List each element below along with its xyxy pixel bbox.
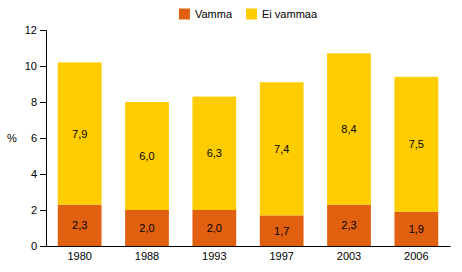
data-label: 2,0 [139,222,154,234]
y-tick: 12 [25,24,46,36]
x-tick-label: 1997 [269,250,293,262]
legend-swatch [246,9,257,20]
y-tick-mark [40,210,46,211]
y-tick-mark [40,246,46,247]
legend-item: Vamma [179,8,233,20]
legend: Vamma Ei vammaa [179,8,318,20]
y-tick-label: 2 [31,204,37,216]
bar [260,215,304,246]
data-label: 7,5 [409,138,424,150]
y-tick-label: 0 [31,240,37,252]
x-tick-label: 2006 [404,250,428,262]
x-tick-label: 1993 [202,250,226,262]
bar [58,205,102,246]
legend-item: Ei vammaa [246,8,318,20]
y-tick-mark [40,174,46,175]
x-tick-label: 1980 [67,250,91,262]
y-tick-mark [40,66,46,67]
x-axis: 1980 1988 1993 1997 2003 2006 [47,247,451,262]
data-label: 6,0 [139,150,154,162]
y-tick: 8 [31,96,46,108]
y-tick-label: 12 [25,24,37,36]
bar [192,97,236,210]
y-tick: 2 [31,204,46,216]
data-label: 6,3 [207,147,222,159]
y-axis: 0 2 4 6 8 10 12 [25,24,47,252]
x-tick: 1988 [135,250,159,262]
x-tick: 1980 [67,250,91,262]
x-tick: 1997 [269,250,293,262]
y-tick: 0 [31,240,46,252]
data-label: 7,9 [72,128,87,140]
bar [394,77,438,212]
bars [58,53,438,246]
bar [192,210,236,246]
y-axis-label: % [7,132,17,144]
data-label: 2,3 [72,219,87,231]
y-tick: 4 [31,168,46,180]
y-tick-label: 8 [31,96,37,108]
legend-label: Vamma [195,8,233,20]
data-label: 8,4 [341,123,356,135]
x-axis-line [47,246,451,247]
chart-container: 2,3 2,0 2,0 1,7 2,3 1,9 7,9 6,0 6,3 7,4 8,4 7,5 1980… [0,0,462,272]
legend-label: Ei vammaa [262,8,318,20]
bar [260,82,304,215]
legend-swatch [179,9,190,20]
y-tick-label: 10 [25,60,37,72]
y-tick: 10 [25,60,46,72]
y-tick-mark [40,30,46,31]
x-tick: 2003 [337,250,361,262]
y-tick-label: 6 [31,132,37,144]
y-tick-mark [40,138,46,139]
data-label: 2,3 [341,219,356,231]
y-tick-label: 4 [31,168,37,180]
y-tick: 6 [31,132,46,144]
x-tick: 1993 [202,250,226,262]
chart: 2,3 2,0 2,0 1,7 2,3 1,9 7,9 6,0 6,3 7,4 8,4 7,5 1980… [0,0,462,272]
x-tick: 2006 [404,250,428,262]
data-label: 7,4 [274,143,289,155]
y-tick-mark [40,102,46,103]
data-labels: 2,3 2,0 2,0 1,7 2,3 1,9 7,9 6,0 6,3 7,4 8,4 7,5 [72,123,424,237]
bar [327,53,371,204]
bar [125,102,169,210]
bar [327,205,371,246]
data-label: 2,0 [207,222,222,234]
data-label: 1,7 [274,225,289,237]
bar [58,62,102,204]
x-tick-label: 2003 [337,250,361,262]
bar [394,212,438,246]
x-tick-label: 1988 [135,250,159,262]
data-label: 1,9 [409,223,424,235]
y-axis-line [40,31,47,247]
bar [125,210,169,246]
